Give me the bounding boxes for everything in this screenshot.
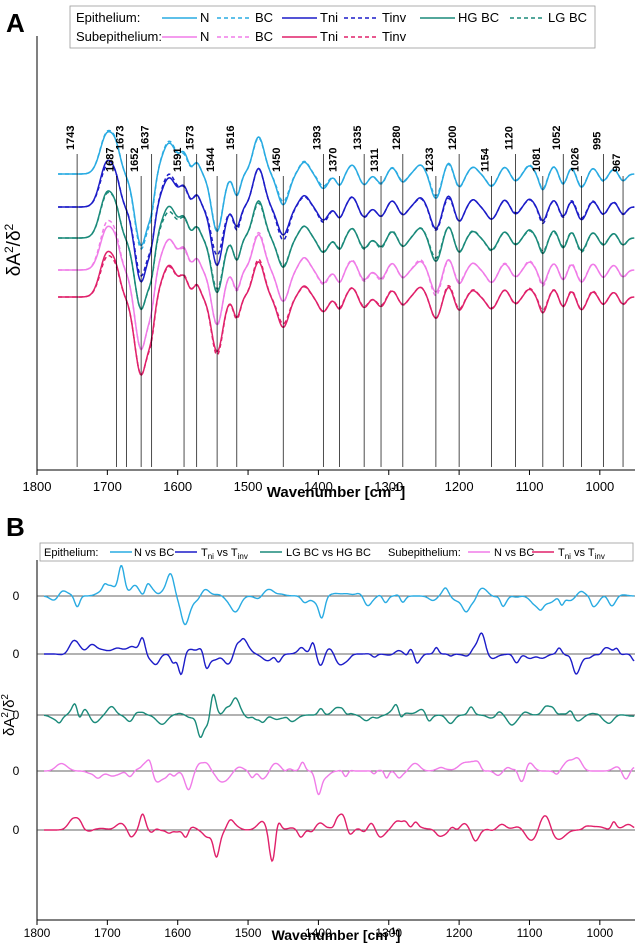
series-a-line <box>58 254 635 376</box>
legend-b-group-label: Epithelium: <box>44 547 98 559</box>
legend-a-entry: N <box>200 29 209 44</box>
peak-label: 1673 <box>114 126 126 150</box>
peak-label: 1120 <box>503 126 515 150</box>
legend-a-entry: N <box>200 10 209 25</box>
peak-label: 1052 <box>551 126 563 150</box>
legend-b-group-label: Subepithelium: <box>388 547 461 559</box>
x-tick-label-b: 1200 <box>446 926 473 940</box>
peak-label: 1233 <box>424 148 436 172</box>
legend-a-entry: Tinv <box>382 29 407 44</box>
legend-b-entry: N vs BC <box>134 547 174 559</box>
peak-label: 1393 <box>311 126 323 150</box>
series-a-line <box>58 191 635 311</box>
x-tick-label-a: 1400 <box>304 479 333 494</box>
peak-label: 1652 <box>129 148 141 172</box>
peak-label: 1516 <box>225 126 237 150</box>
peak-label: 1637 <box>140 126 152 150</box>
legend-a-entry: HG BC <box>458 10 499 25</box>
peak-label: 1573 <box>185 126 197 150</box>
peak-label: 1687 <box>104 148 116 172</box>
x-tick-label-a: 1800 <box>23 479 52 494</box>
zero-label: 0 <box>13 823 20 837</box>
peak-label: 995 <box>591 132 603 150</box>
x-tick-label-a: 1600 <box>163 479 192 494</box>
x-tick-label-b: 1500 <box>235 926 262 940</box>
y-axis-label-a: δA2/δ2 <box>2 223 25 276</box>
series-b-line <box>44 813 635 863</box>
zero-label: 0 <box>13 647 20 661</box>
x-tick-label-b: 1800 <box>24 926 51 940</box>
series-a-line <box>58 163 635 277</box>
x-tick-label-a: 1200 <box>445 479 474 494</box>
series-b-line <box>44 632 635 676</box>
x-tick-label-b: 1000 <box>586 926 613 940</box>
x-tick-label-b: 1600 <box>164 926 191 940</box>
legend-b-entry: N vs BC <box>494 547 534 559</box>
peak-label: 1280 <box>391 126 403 150</box>
peak-label: 1081 <box>531 148 543 172</box>
x-axis-label-a: Wavenumber [cm-1] <box>267 483 405 501</box>
x-tick-label-a: 1000 <box>585 479 614 494</box>
legend-b: Epithelium: N vs BC Tni vs Tinv LG BC vs HG… <box>39 542 634 562</box>
y-axis-label-b: δA2/δ2 <box>0 694 18 736</box>
x-tick-label-a: 1700 <box>93 479 122 494</box>
legend-b-entry: LG BC vs HG BC <box>286 547 371 559</box>
legend-b-entry: Tni vs Tinv <box>201 547 248 561</box>
peak-label: 1450 <box>271 148 283 172</box>
x-axis-label-b: Wavenumber [cm-1] <box>272 926 401 943</box>
legend-a-entry: BC <box>255 10 273 25</box>
peak-label: 1154 <box>479 147 491 172</box>
peak-label: 967 <box>611 154 623 172</box>
zero-label: 0 <box>13 764 20 778</box>
legend-a-entry: BC <box>255 29 273 44</box>
legend-a-entry: LG BC <box>548 10 587 25</box>
legend-a: Epithelium: N BC Tni Tinv HG BC LG BC Subepithe… <box>69 5 596 49</box>
peak-label: 1026 <box>570 148 582 172</box>
series-b-line <box>43 564 635 626</box>
panel-b-letter: B <box>6 512 25 542</box>
legend-b-box <box>39 542 634 562</box>
legend-a-entry: Tni <box>320 10 338 25</box>
x-tick-label-a: 1300 <box>374 479 403 494</box>
legend-a-entry: Tinv <box>382 10 407 25</box>
legend-a-entry: Tni <box>320 29 338 44</box>
series-a-line <box>58 129 635 250</box>
legend-a-group-label: Epithelium: <box>76 10 140 25</box>
legend-a-group-label: Subepithelium: <box>76 29 162 44</box>
zero-label: 0 <box>13 708 20 722</box>
x-tick-label-b: 1700 <box>94 926 121 940</box>
legend-b-entry: Tni vs Tinv <box>558 547 605 561</box>
series-b-line <box>44 756 635 796</box>
series-a-line <box>58 225 635 351</box>
peak-label: 1370 <box>328 148 340 172</box>
x-tick-label-b: 1100 <box>517 926 543 940</box>
x-tick-label-a: 1100 <box>515 479 543 494</box>
peak-label: 1311 <box>369 148 381 172</box>
peak-label: 1591 <box>172 148 184 172</box>
series-b-line <box>43 693 635 739</box>
legend-a-box <box>69 5 596 49</box>
x-tick-label-b: 1400 <box>305 926 332 940</box>
peak-label: 1335 <box>352 126 364 150</box>
peak-label: 1743 <box>65 126 77 150</box>
x-tick-label-b: 1300 <box>375 926 402 940</box>
peak-label: 1544 <box>205 147 217 172</box>
zero-label: 0 <box>13 589 20 603</box>
panel-a-letter: A <box>6 8 25 38</box>
x-tick-label-a: 1500 <box>234 479 263 494</box>
series-a-line <box>58 219 635 351</box>
peak-label: 1200 <box>447 126 459 150</box>
